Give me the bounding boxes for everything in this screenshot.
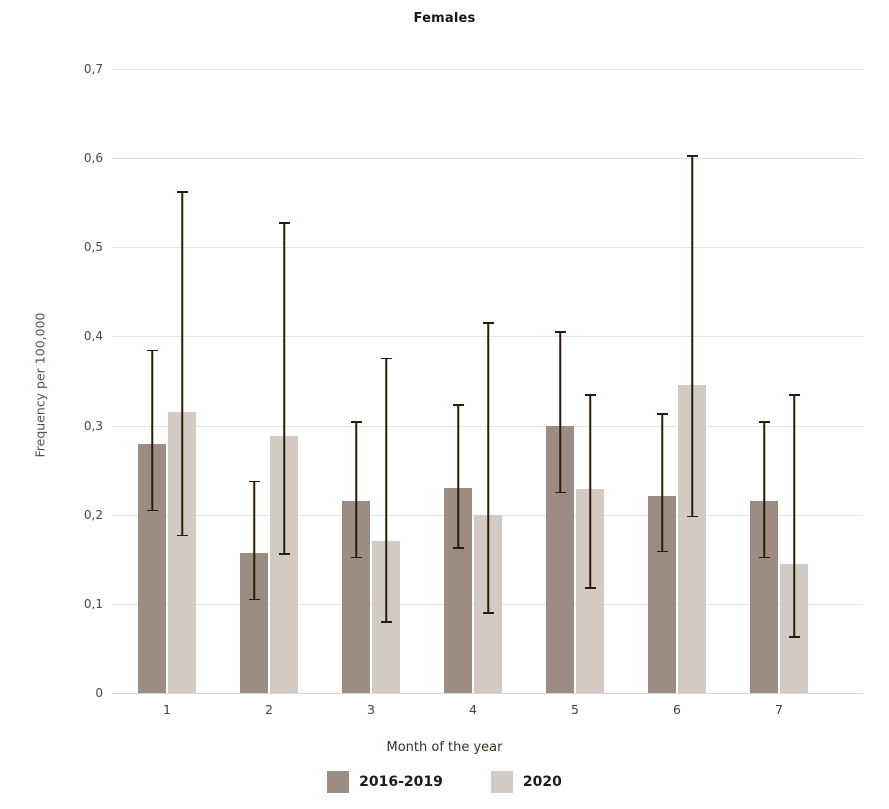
y-tick-label: 0,5 xyxy=(83,240,103,255)
error-bar-cap-top xyxy=(656,413,668,415)
x-tick-label-7: 7 xyxy=(775,702,783,717)
error-bar-cap-top xyxy=(758,421,770,423)
error-bar-cap-top xyxy=(554,331,566,333)
x-tick-label-6: 6 xyxy=(673,702,681,717)
y-tick-label: 0,1 xyxy=(83,596,103,611)
error-bar-cap-top xyxy=(350,421,362,423)
error-bar-2016-2019-month-1 xyxy=(146,349,158,512)
error-bar-2016-2019-month-2 xyxy=(248,480,260,601)
legend-label-2016-2019: 2016-2019 xyxy=(359,774,443,790)
x-tick-label-3: 3 xyxy=(367,702,375,717)
gridline xyxy=(112,158,863,160)
chart-title: Females xyxy=(413,11,476,26)
error-bar-cap-top xyxy=(482,322,494,324)
error-bar-cap-top xyxy=(686,155,698,157)
y-tick-label: 0,4 xyxy=(83,329,103,344)
error-bar-cap-bottom xyxy=(278,553,290,555)
error-bar-cap-top xyxy=(176,191,188,193)
error-bar-cap-top xyxy=(452,404,464,406)
error-bar-stem xyxy=(283,222,285,555)
error-bar-cap-bottom xyxy=(350,556,362,559)
error-bar-2016-2019-month-3 xyxy=(350,421,362,559)
error-bar-cap-bottom xyxy=(176,534,188,537)
error-bar-2020-month-1 xyxy=(176,191,188,537)
error-bar-stem xyxy=(763,421,765,559)
error-bar-stem xyxy=(691,155,693,518)
error-bar-2016-2019-month-6 xyxy=(656,413,668,553)
y-tick-label: 0 xyxy=(95,686,103,700)
error-bar-stem xyxy=(181,191,183,537)
error-bar-stem xyxy=(661,413,663,553)
error-bar-cap-top xyxy=(248,480,260,483)
error-bar-2020-month-4 xyxy=(482,322,494,614)
x-axis-title: Month of the year xyxy=(386,740,503,755)
error-bar-2020-month-3 xyxy=(380,357,392,623)
error-bar-cap-top xyxy=(278,222,290,224)
error-bar-2020-month-7 xyxy=(788,394,800,638)
y-tick-label: 0,2 xyxy=(83,507,103,522)
error-bar-cap-bottom xyxy=(788,636,800,638)
error-bar-cap-bottom xyxy=(482,612,494,614)
error-bar-2016-2019-month-7 xyxy=(758,421,770,559)
error-bar-stem xyxy=(589,394,591,589)
error-bar-2016-2019-month-5 xyxy=(554,331,566,494)
error-bar-cap-top xyxy=(380,357,392,360)
x-tick-label-1: 1 xyxy=(163,702,171,717)
error-bar-stem xyxy=(151,349,153,512)
gridline xyxy=(112,69,863,70)
error-bar-cap-bottom xyxy=(656,550,668,553)
error-bar-2016-2019-month-4 xyxy=(452,404,464,549)
error-bar-cap-bottom xyxy=(248,598,260,601)
error-bar-cap-top xyxy=(788,394,800,396)
error-bar-cap-bottom xyxy=(686,515,698,518)
error-bar-cap-bottom xyxy=(380,621,392,623)
error-bar-2020-month-5 xyxy=(584,394,596,589)
y-tick-label: 0,7 xyxy=(83,62,103,76)
error-bar-cap-bottom xyxy=(758,556,770,559)
gridline xyxy=(112,693,863,694)
gridline xyxy=(112,247,863,249)
error-bar-stem xyxy=(385,357,387,623)
legend: 2016-2019 2020 xyxy=(0,771,889,793)
error-bar-stem xyxy=(559,331,561,494)
x-tick-label-4: 4 xyxy=(469,702,477,717)
x-tick-label-2: 2 xyxy=(265,702,273,717)
error-bar-stem xyxy=(355,421,357,559)
y-tick-label: 0,3 xyxy=(83,418,103,433)
plot-area xyxy=(116,69,830,693)
y-tick-label: 0,6 xyxy=(83,151,103,166)
error-bar-cap-top xyxy=(146,349,158,352)
legend-item-2020: 2020 xyxy=(490,771,562,793)
x-tick-label-5: 5 xyxy=(571,702,579,717)
error-bar-2020-month-6 xyxy=(686,155,698,518)
error-bar-cap-bottom xyxy=(146,509,158,512)
legend-swatch-2016-2019 xyxy=(327,771,350,793)
error-bar-stem xyxy=(487,322,489,614)
error-bar-stem xyxy=(253,480,255,601)
legend-label-2020: 2020 xyxy=(522,774,562,790)
error-bar-cap-bottom xyxy=(554,491,566,494)
error-bar-cap-bottom xyxy=(452,547,464,549)
error-bar-cap-top xyxy=(584,394,596,396)
error-bar-cap-bottom xyxy=(584,587,596,589)
legend-item-2016-2019: 2016-2019 xyxy=(327,771,443,793)
error-bar-stem xyxy=(457,404,459,549)
error-bar-stem xyxy=(793,394,795,638)
legend-swatch-2020 xyxy=(490,771,513,793)
error-bar-2020-month-2 xyxy=(278,222,290,555)
